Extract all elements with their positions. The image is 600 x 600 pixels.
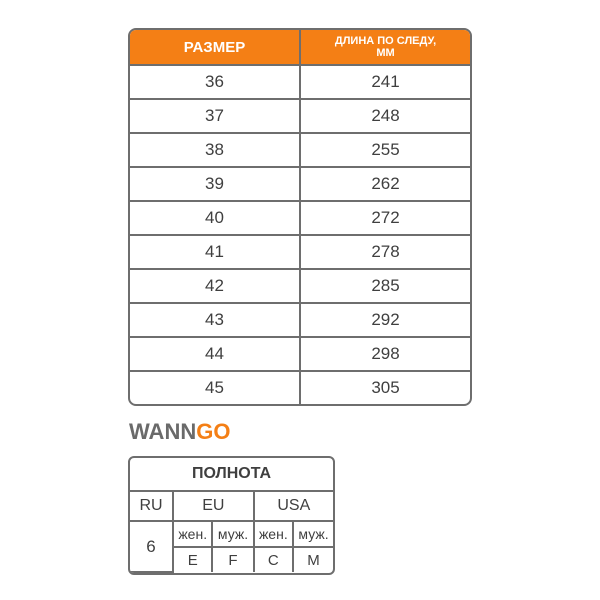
length-cell: 248 <box>300 99 470 134</box>
eu-men-value: F <box>211 546 255 572</box>
size-cell: 44 <box>130 337 301 372</box>
fullness-table: ПОЛНОТА RU EU USA 6 жен. муж. жен. муж. … <box>128 456 335 575</box>
table-row: 37 248 <box>130 99 470 134</box>
table-row: 36 241 <box>130 65 470 100</box>
table-row: 43 292 <box>130 303 470 338</box>
header-length: ДЛИНА ПО СЛЕДУ, ММ <box>300 30 470 66</box>
size-cell: 40 <box>130 201 301 236</box>
usa-men: муж. <box>292 520 333 548</box>
table-row: 42 285 <box>130 269 470 304</box>
region-ru: RU <box>130 490 174 522</box>
length-cell: 255 <box>300 133 470 168</box>
size-cell: 38 <box>130 133 301 168</box>
table-row: 39 262 <box>130 167 470 202</box>
table-row: 44 298 <box>130 337 470 372</box>
eu-women: жен. <box>171 520 214 548</box>
region-eu: EU <box>172 490 255 522</box>
size-cell: 42 <box>130 269 301 304</box>
length-cell: 292 <box>300 303 470 338</box>
header-size: РАЗМЕР <box>130 30 301 66</box>
length-cell: 272 <box>300 201 470 236</box>
size-cell: 41 <box>130 235 301 270</box>
wanngo-logo: WANNGO <box>129 419 231 444</box>
size-cell: 45 <box>130 371 301 404</box>
usa-women-value: C <box>252 546 295 572</box>
table-row: 45 305 <box>130 371 470 404</box>
size-cell: 37 <box>130 99 301 134</box>
length-cell: 262 <box>300 167 470 202</box>
usa-women: жен. <box>252 520 295 548</box>
size-cell: 43 <box>130 303 301 338</box>
length-cell: 305 <box>371 378 400 397</box>
ru-value: 6 <box>130 520 174 573</box>
size-cell: 39 <box>130 167 301 202</box>
region-usa: USA <box>252 490 333 522</box>
length-cell: 241 <box>300 65 470 100</box>
eu-women-value: E <box>173 546 214 572</box>
usa-men-value: M <box>292 546 333 572</box>
eu-men: муж. <box>211 520 255 548</box>
length-cell: 285 <box>300 269 470 304</box>
length-cell: 278 <box>300 235 470 270</box>
size-cell: 36 <box>130 65 301 100</box>
fullness-title: ПОЛНОТА <box>130 458 333 492</box>
table-row: 41 278 <box>130 235 470 270</box>
table-row: 38 255 <box>130 133 470 168</box>
size-table: РАЗМЕР ДЛИНА ПО СЛЕДУ, ММ 36 241 37 248 38 255… <box>128 28 472 406</box>
length-cell: 298 <box>300 337 470 372</box>
table-row: 40 272 <box>130 201 470 236</box>
